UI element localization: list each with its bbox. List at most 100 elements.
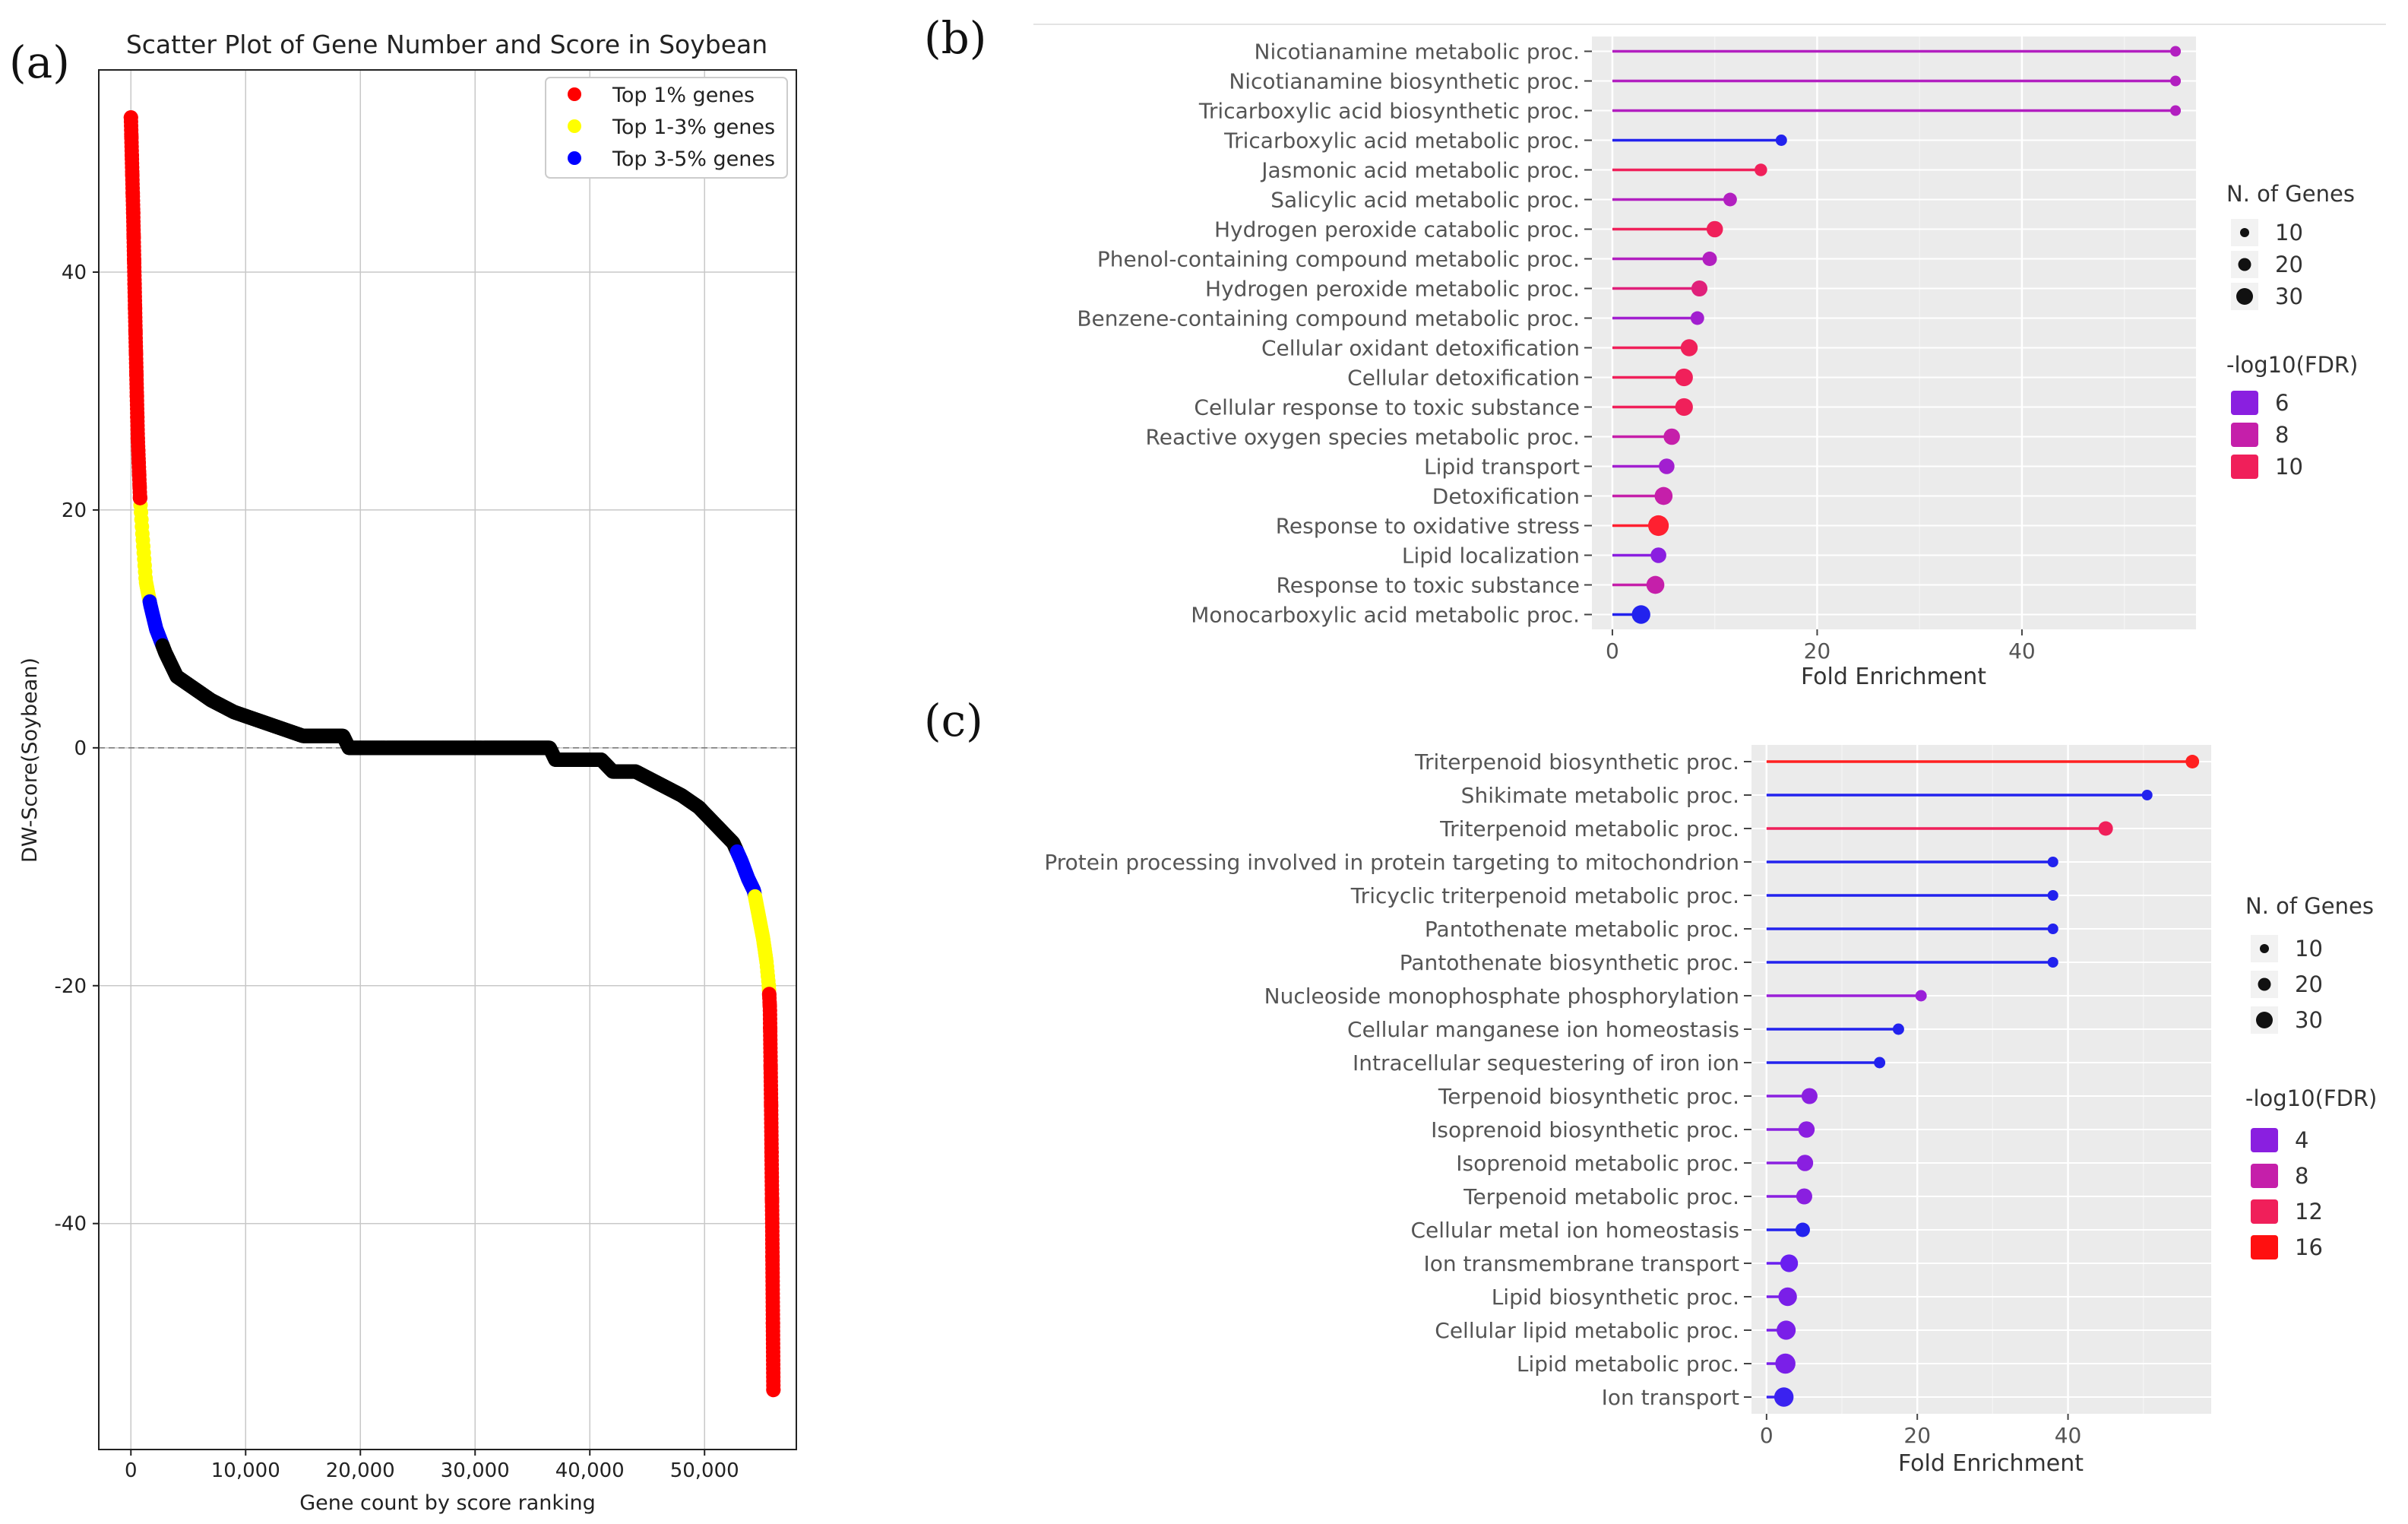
category-label: Lipid transport (1424, 455, 1580, 480)
category-label: Lipid biosynthetic proc. (1492, 1285, 1739, 1310)
lollipop-dot (2098, 821, 2113, 836)
lollipop-dot (2185, 755, 2200, 768)
size-legend-dot (2238, 258, 2251, 271)
legend-label-top1-3: Top 1-3% genes (612, 116, 775, 139)
lollipop-dot (1690, 311, 1704, 325)
gene-point (766, 1382, 781, 1397)
legend-marker-top1 (568, 87, 581, 101)
scatter-title: Scatter Plot of Gene Number and Score in… (126, 30, 767, 59)
x-tick-label: 40 (2055, 1423, 2082, 1448)
scatter-x-axis-label: Gene count by score ranking (299, 1491, 596, 1515)
scatter-plot-area (99, 70, 796, 1450)
lollipop-dot (1796, 1155, 1814, 1171)
lollipop-dot (1631, 605, 1650, 624)
y-tick-label: -20 (55, 975, 87, 998)
color-legend-label: 10 (2275, 454, 2303, 480)
panel-c-x-axis-label: Fold Enrichment (1898, 1450, 2084, 1477)
scatter-frame (98, 69, 797, 1450)
lollipop-dot (2047, 889, 2058, 901)
scatter-legend: Top 1% genes Top 1-3% genes Top 3-5% gen… (545, 77, 788, 179)
category-label: Nucleoside monophosphate phosphorylation (1264, 984, 1739, 1009)
panel-c-color-legend-title: -log10(FDR) (2245, 1085, 2377, 1111)
category-label: Cellular lipid metabolic proc. (1435, 1318, 1739, 1343)
category-label: Cellular detoxification (1347, 366, 1580, 391)
category-label: Isoprenoid biosynthetic proc. (1431, 1117, 1739, 1142)
panel-b-size-legend-title: N. of Genes (2226, 181, 2355, 207)
lollipop-dot (1775, 135, 1787, 146)
category-label: Nicotianamine metabolic proc. (1255, 40, 1581, 65)
category-label: Isoprenoid metabolic proc. (1456, 1151, 1739, 1176)
lollipop-dot (2141, 789, 2153, 801)
size-legend-dot (2258, 977, 2271, 991)
scatter-y-axis-label: DW-Score(Soybean) (18, 657, 42, 863)
category-label: Triterpenoid biosynthetic proc. (1414, 749, 1739, 775)
category-label: Response to oxidative stress (1276, 514, 1580, 539)
lollipop-dot (1680, 339, 1698, 356)
lollipop-dot (2047, 956, 2058, 968)
category-label: Shikimate metabolic proc. (1461, 783, 1739, 808)
panel-b-color-legend: -log10(FDR) 6 8 10 (2226, 352, 2358, 480)
color-legend-swatch (2251, 1235, 2278, 1259)
color-legend-label: 16 (2295, 1234, 2323, 1260)
category-label: Protein processing involved in protein t… (1044, 850, 1739, 875)
color-legend-label: 4 (2295, 1127, 2308, 1153)
category-label: Lipid metabolic proc. (1517, 1351, 1739, 1377)
category-label: Reactive oxygen species metabolic proc. (1146, 425, 1580, 450)
color-legend-swatch (2251, 1164, 2278, 1188)
category-label: Nicotianamine biosynthetic proc. (1229, 69, 1580, 94)
x-tick-label: 20 (1804, 638, 1831, 664)
category-label: Tricarboxylic acid metabolic proc. (1223, 128, 1580, 154)
category-label: Cellular metal ion homeostasis (1411, 1218, 1740, 1243)
lollipop-dot (1798, 1121, 1815, 1138)
category-label: Hydrogen peroxide metabolic proc. (1205, 277, 1580, 302)
lollipop-dot (1892, 1023, 1904, 1035)
category-label: Tricarboxylic acid biosynthetic proc. (1198, 99, 1580, 124)
lollipop-dot (1675, 368, 1693, 387)
color-legend-swatch (2251, 1128, 2278, 1152)
lollipop-dot (1778, 1287, 1797, 1307)
scatter-chart: Scatter Plot of Gene Number and Score in… (18, 30, 797, 1515)
legend-marker-top3-5 (568, 151, 581, 165)
color-legend-swatch (2251, 1199, 2278, 1224)
category-label: Triterpenoid metabolic proc. (1439, 816, 1739, 841)
panel-b-color-legend-title: -log10(FDR) (2226, 352, 2358, 378)
x-tick-label: 40 (2008, 638, 2036, 664)
panel-b-size-legend: N. of Genes 10 20 30 (2226, 181, 2355, 310)
size-legend-label: 10 (2295, 936, 2323, 962)
y-tick-label: 0 (74, 737, 87, 760)
panel-label-a: (a) (9, 36, 70, 88)
lollipop-dot (1755, 163, 1767, 176)
category-label: Ion transport (1602, 1385, 1739, 1410)
lollipop-dot (1777, 1320, 1796, 1340)
legend-marker-top1-3 (568, 119, 581, 133)
category-label: Intracellular sequestering of iron ion (1353, 1050, 1739, 1076)
panel-b-x-axis-label: Fold Enrichment (1801, 664, 1986, 690)
lollipop-chart-c: Triterpenoid biosynthetic proc. Shikimate… (1044, 745, 2377, 1477)
lollipop-dot (2170, 75, 2182, 87)
lollipop-dot (1723, 192, 1737, 207)
x-tick-label: 20 (1903, 1423, 1931, 1448)
panel-c-size-legend: N. of Genes 10 20 30 (2245, 893, 2374, 1034)
lollipop-dot (2047, 856, 2058, 868)
lollipop-dot (2170, 105, 2182, 116)
lollipop-dot (1801, 1088, 1818, 1104)
lollipop-dot (1915, 990, 1927, 1002)
color-legend-label: 8 (2295, 1163, 2308, 1189)
panel-c-x-ticks: 0 20 40 (1760, 1414, 2081, 1448)
color-legend-label: 12 (2295, 1199, 2323, 1225)
y-tick-label: -40 (55, 1213, 87, 1236)
category-label: Benzene-containing compound metabolic pr… (1077, 306, 1580, 331)
color-legend-label: 6 (2275, 390, 2289, 416)
category-label: Hydrogen peroxide catabolic proc. (1214, 217, 1580, 242)
category-label: Jasmonic acid metabolic proc. (1260, 158, 1580, 183)
lollipop-dot (1795, 1222, 1810, 1237)
category-label: Lipid localization (1402, 543, 1580, 569)
category-label: Tricyclic triterpenoid metabolic proc. (1350, 883, 1739, 908)
category-label: Ion transmembrane transport (1424, 1251, 1740, 1276)
size-legend-label: 20 (2275, 252, 2303, 277)
category-label: Cellular manganese ion homeostasis (1347, 1017, 1739, 1042)
size-legend-dot (2260, 944, 2269, 953)
lollipop-dot (1654, 486, 1673, 505)
category-label: Cellular response to toxic substance (1194, 395, 1580, 420)
panel-c-plot-area (1751, 745, 2211, 1414)
